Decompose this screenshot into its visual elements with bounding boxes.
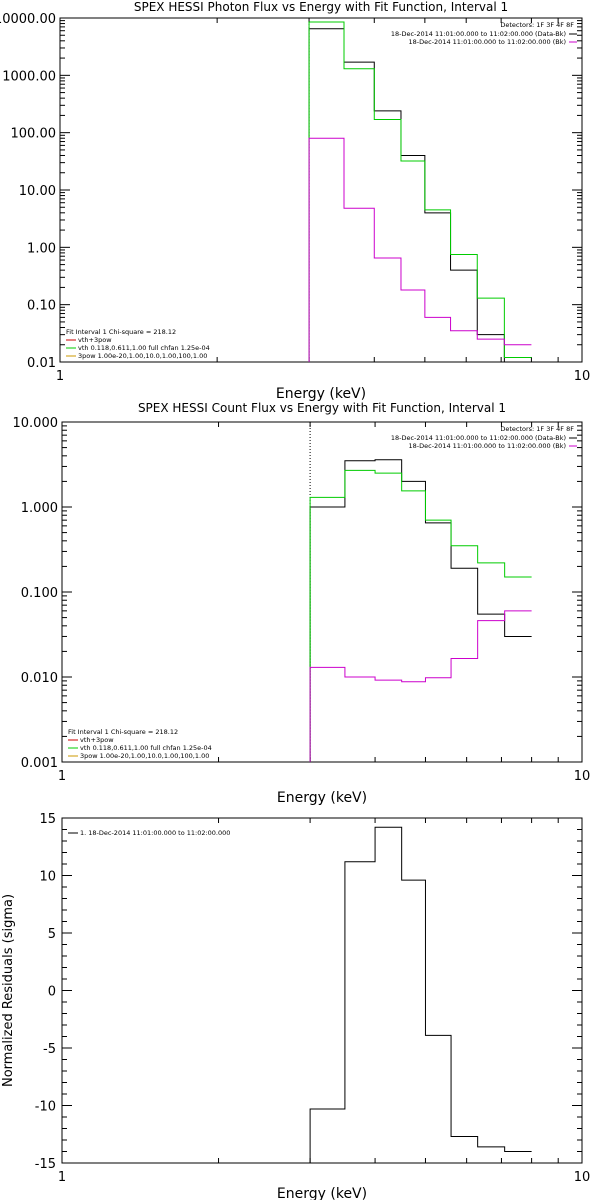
legend-entry-left: 3pow 1.00e-20,1.00,10.0,1.00,100,1.00: [78, 352, 207, 360]
y-tick-label: 1000.00: [2, 69, 56, 84]
y-tick-label: -5: [43, 1042, 56, 1057]
legend-detectors: Detectors: 1F 3F 4F 8F: [500, 21, 574, 29]
y-tick-label: 1.000: [21, 501, 58, 516]
x-axis-label-0: Energy (keV): [276, 386, 366, 402]
legend-entry-right: 18-Dec-2014 11:01:00.000 to 11:02:00.000…: [391, 434, 566, 442]
x-axis-label-2: Energy (keV): [277, 1186, 367, 1200]
legend-entry-left: vth+3pow: [78, 336, 112, 344]
chart-title-0: SPEX HESSI Photon Flux vs Energy with Fi…: [134, 0, 508, 14]
y-tick-label: 0.10: [27, 299, 56, 314]
plot-frame-2: [61, 817, 583, 1164]
series-line-vth-3pow: [308, 21, 532, 362]
legend-entry-right: 18-Dec-2014 11:01:00.000 to 11:02:00.000…: [409, 38, 567, 46]
plot-frame-1: [61, 421, 583, 763]
legend-entry-left: vth 0.118,0.611,1.00 full chfan 1.25e-04: [78, 344, 210, 352]
y-axis-label-2: Normalized Residuals (sigma): [1, 894, 16, 1087]
y-tick-label: -10: [35, 1100, 56, 1115]
legend-entry-right: 18-Dec-2014 11:01:00.000 to 11:02:00.000…: [391, 30, 566, 38]
series-line-data-bk: [309, 459, 532, 762]
x-tick-label: 10: [574, 1170, 591, 1185]
x-tick-label: 10: [574, 769, 591, 784]
y-tick-label: 10: [39, 870, 56, 885]
legend-entry-left: vth 0.118,0.611,1.00 full chfan 1.25e-04: [80, 744, 212, 752]
y-tick-label: 15: [39, 812, 56, 827]
legend-detectors: Detectors: 1F 3F 4F 8F: [500, 425, 574, 433]
y-tick-label: 0.100: [21, 586, 58, 601]
plot-frame-0: [59, 17, 583, 363]
chart-title-1: SPEX HESSI Count Flux vs Energy with Fit…: [138, 401, 506, 415]
x-axis-label-1: Energy (keV): [277, 790, 367, 806]
legend-entry-left: 1. 18-Dec-2014 11:01:00.000 to 11:02:00.…: [80, 829, 230, 837]
y-tick-label: 10000.00: [0, 12, 56, 27]
legend-entry-left: Fit Interval 1 Chi-square = 218.12: [66, 328, 176, 336]
y-tick-label: -15: [35, 1157, 56, 1172]
series-line-residuals: [309, 826, 532, 1163]
y-tick-label: 0.001: [21, 756, 58, 771]
x-tick-label: 1: [56, 369, 64, 384]
y-tick-label: 1.00: [27, 241, 56, 256]
series-line-data-bk: [308, 28, 532, 363]
legend-entry-left: Fit Interval 1 Chi-square = 218.12: [68, 728, 178, 736]
x-tick-label: 1: [58, 1170, 66, 1185]
y-tick-label: 5: [48, 927, 56, 942]
x-tick-label: 10: [574, 369, 591, 384]
y-tick-label: 10.00: [19, 184, 56, 199]
legend-entry-left: vth+3pow: [80, 736, 114, 744]
y-tick-label: 100.00: [11, 127, 57, 142]
y-tick-label: 0.01: [27, 356, 56, 371]
x-tick-label: 1: [58, 769, 66, 784]
series-line-vth-3pow: [309, 469, 532, 762]
legend-entry-left: 3pow 1.00e-20,1.00,10.0,1.00,100,1.00: [80, 752, 209, 760]
y-tick-label: 0: [48, 985, 56, 1000]
series-line-bk: [308, 137, 532, 362]
legend-entry-right: 18-Dec-2014 11:01:00.000 to 11:02:00.000…: [409, 442, 567, 450]
series-line-bk: [309, 610, 532, 762]
y-tick-label: 0.010: [21, 671, 58, 686]
y-tick-label: 10.000: [13, 416, 59, 431]
